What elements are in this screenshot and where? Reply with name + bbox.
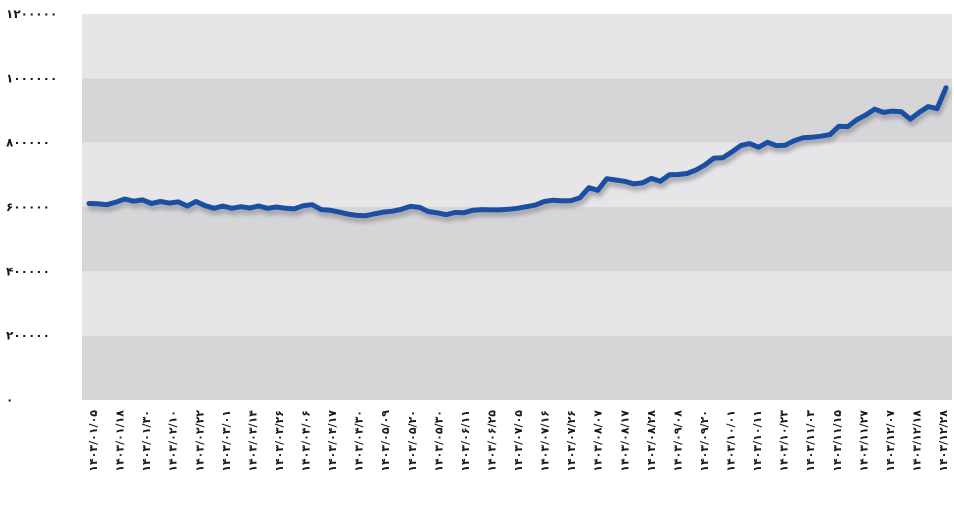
y-tick-label: ۸۰۰۰۰۰ <box>6 136 50 150</box>
x-tick-label: ۱۴۰۳/۰۵/۰۹ <box>379 410 392 472</box>
series-line-shadow <box>87 88 951 223</box>
x-tick-label: ۱۴۰۳/۰۸/۲۸ <box>645 410 658 472</box>
x-axis-ticks: ۱۴۰۳/۰۱/۰۵ ۱۴۰۳/۰۱/۱۸ ۱۴۰۳/۰۱/۳۰ ۱۴۰۳/۰۲/۱۰… <box>87 410 950 472</box>
x-tick-label: ۱۴۰۳/۰۲/۲۲ <box>193 410 206 472</box>
x-tick-label: ۱۴۰۳/۰۹/۰۸ <box>671 410 684 472</box>
y-tick-label: ۰ <box>6 393 13 407</box>
y-tick-label: ۱۲۰۰۰۰۰ <box>6 7 57 21</box>
x-tick-label: ۱۴۰۳/۰۴/۳۰ <box>353 410 366 472</box>
y-axis-ticks: ۰ ۲۰۰۰۰۰ ۴۰۰۰۰۰ ۶۰۰۰۰۰ ۸۰۰۰۰۰ ۱۰۰۰۰۰۰ ۱۲۰۰۰۰۰ <box>6 7 57 407</box>
series-layer <box>86 85 951 223</box>
grid-band <box>82 78 952 143</box>
grid-band <box>82 142 952 207</box>
x-tick-label: ۱۴۰۳/۰۵/۳۰ <box>432 410 445 472</box>
series-line <box>86 85 949 219</box>
x-tick-label: ۱۴۰۳/۱۰/۱۱ <box>751 410 764 472</box>
plot-background-bands <box>82 14 952 400</box>
x-tick-label: ۱۴۰۳/۱۲/۰۷ <box>884 410 897 472</box>
x-tick-label: ۱۴۰۳/۰۵/۲۰ <box>406 410 419 472</box>
x-tick-label: ۱۴۰۳/۱۰/۰۱ <box>725 410 738 472</box>
x-tick-label: ۱۴۰۳/۰۱/۰۵ <box>87 410 100 472</box>
grid-band <box>82 14 952 79</box>
x-tick-label: ۱۴۰۳/۱۲/۲۸ <box>937 410 950 472</box>
x-tick-label: ۱۴۰۳/۰۴/۱۷ <box>326 410 339 472</box>
y-tick-label: ۶۰۰۰۰۰ <box>6 200 50 214</box>
x-tick-label: ۱۴۰۳/۰۹/۲۰ <box>698 410 711 472</box>
x-tick-label: ۱۴۰۳/۰۷/۱۶ <box>539 410 552 472</box>
grid-band <box>82 335 952 400</box>
x-tick-label: ۱۴۰۳/۰۶/۲۵ <box>485 410 498 472</box>
x-tick-label: ۱۴۰۳/۰۴/۰۶ <box>300 410 313 472</box>
x-tick-label: ۱۴۰۳/۱۲/۱۸ <box>910 410 923 472</box>
grid-band <box>82 271 952 336</box>
x-tick-label: ۱۴۰۳/۱۱/۰۳ <box>804 410 817 472</box>
grid-band <box>82 207 952 272</box>
x-tick-label: ۱۴۰۳/۰۳/۲۶ <box>273 410 286 472</box>
x-tick-label: ۱۴۰۳/۰۸/۱۷ <box>618 410 631 472</box>
x-tick-label: ۱۴۰۳/۱۱/۱۵ <box>831 410 844 472</box>
x-tick-label: ۱۴۰۳/۱۱/۲۷ <box>857 410 870 472</box>
x-tick-label: ۱۴۰۳/۰۶/۱۱ <box>459 410 472 472</box>
y-tick-label: ۴۰۰۰۰۰ <box>6 264 50 278</box>
x-tick-label: ۱۴۰۳/۰۳/۰۱ <box>220 410 233 472</box>
x-tick-label: ۱۴۰۳/۰۳/۱۴ <box>246 410 259 472</box>
y-tick-label: ۱۰۰۰۰۰۰ <box>6 71 57 85</box>
x-tick-label: ۱۴۰۳/۰۲/۱۰ <box>167 410 180 472</box>
x-tick-label: ۱۴۰۳/۱۰/۲۳ <box>778 410 791 472</box>
x-tick-label: ۱۴۰۳/۰۸/۰۷ <box>592 410 605 472</box>
y-tick-label: ۲۰۰۰۰۰ <box>6 329 50 343</box>
x-tick-label: ۱۴۰۳/۰۱/۳۰ <box>140 410 153 472</box>
x-tick-label: ۱۴۰۳/۰۷/۰۵ <box>512 410 525 472</box>
x-tick-label: ۱۴۰۳/۰۱/۱۸ <box>114 410 127 472</box>
x-tick-label: ۱۴۰۳/۰۷/۲۶ <box>565 410 578 472</box>
